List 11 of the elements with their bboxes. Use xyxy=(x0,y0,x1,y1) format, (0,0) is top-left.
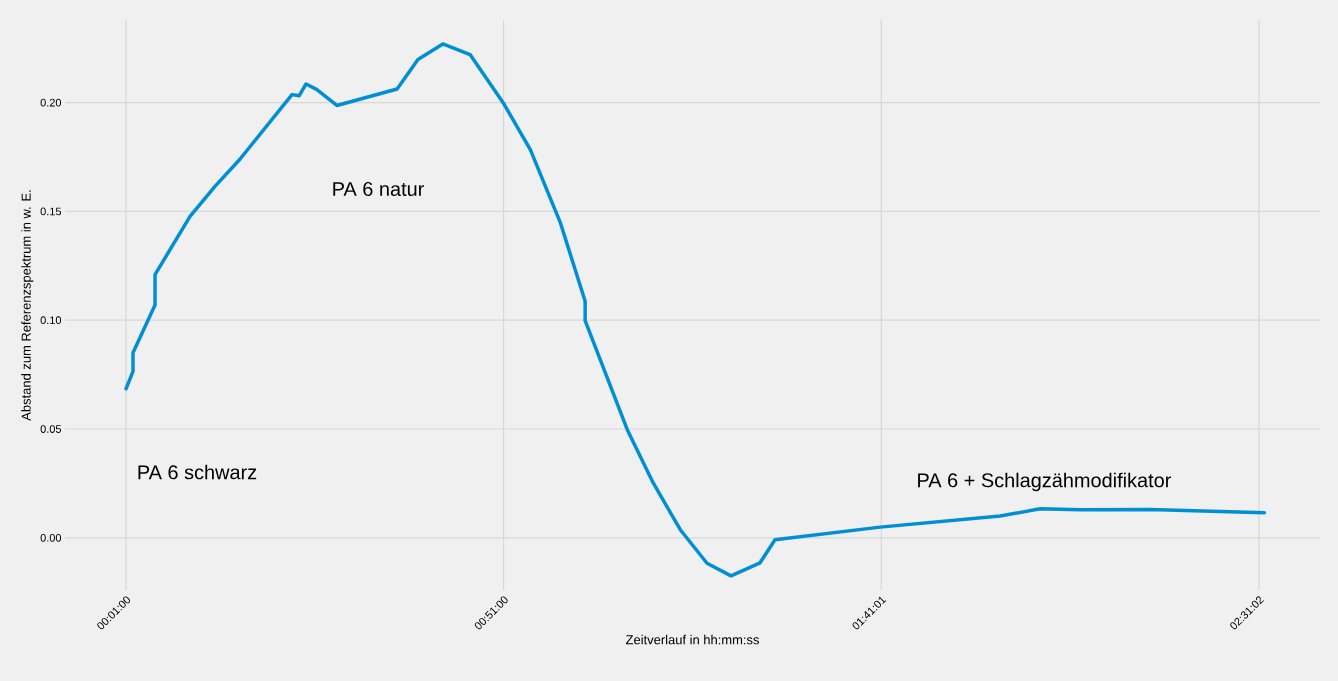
y-axis-title: Abstand zum Referenzspektrum in w. E. xyxy=(21,190,34,421)
line-series xyxy=(124,42,1267,578)
y-tick-label: 0.15 xyxy=(40,207,62,216)
y-tick-label: 0.20 xyxy=(40,98,62,107)
x-axis-title: Zeitverlauf in hh:mm:ss xyxy=(625,634,759,645)
annotation: PA 6 + Schlagzähmodifikator xyxy=(918,472,1172,492)
y-tick-label: 0.10 xyxy=(40,316,62,325)
y-tick-label: 0.05 xyxy=(40,425,62,433)
annotation: PA 6 schwarz xyxy=(138,464,257,480)
y-tick-label: 0.00 xyxy=(40,533,62,542)
annotation: PA 6 natur xyxy=(333,181,424,197)
